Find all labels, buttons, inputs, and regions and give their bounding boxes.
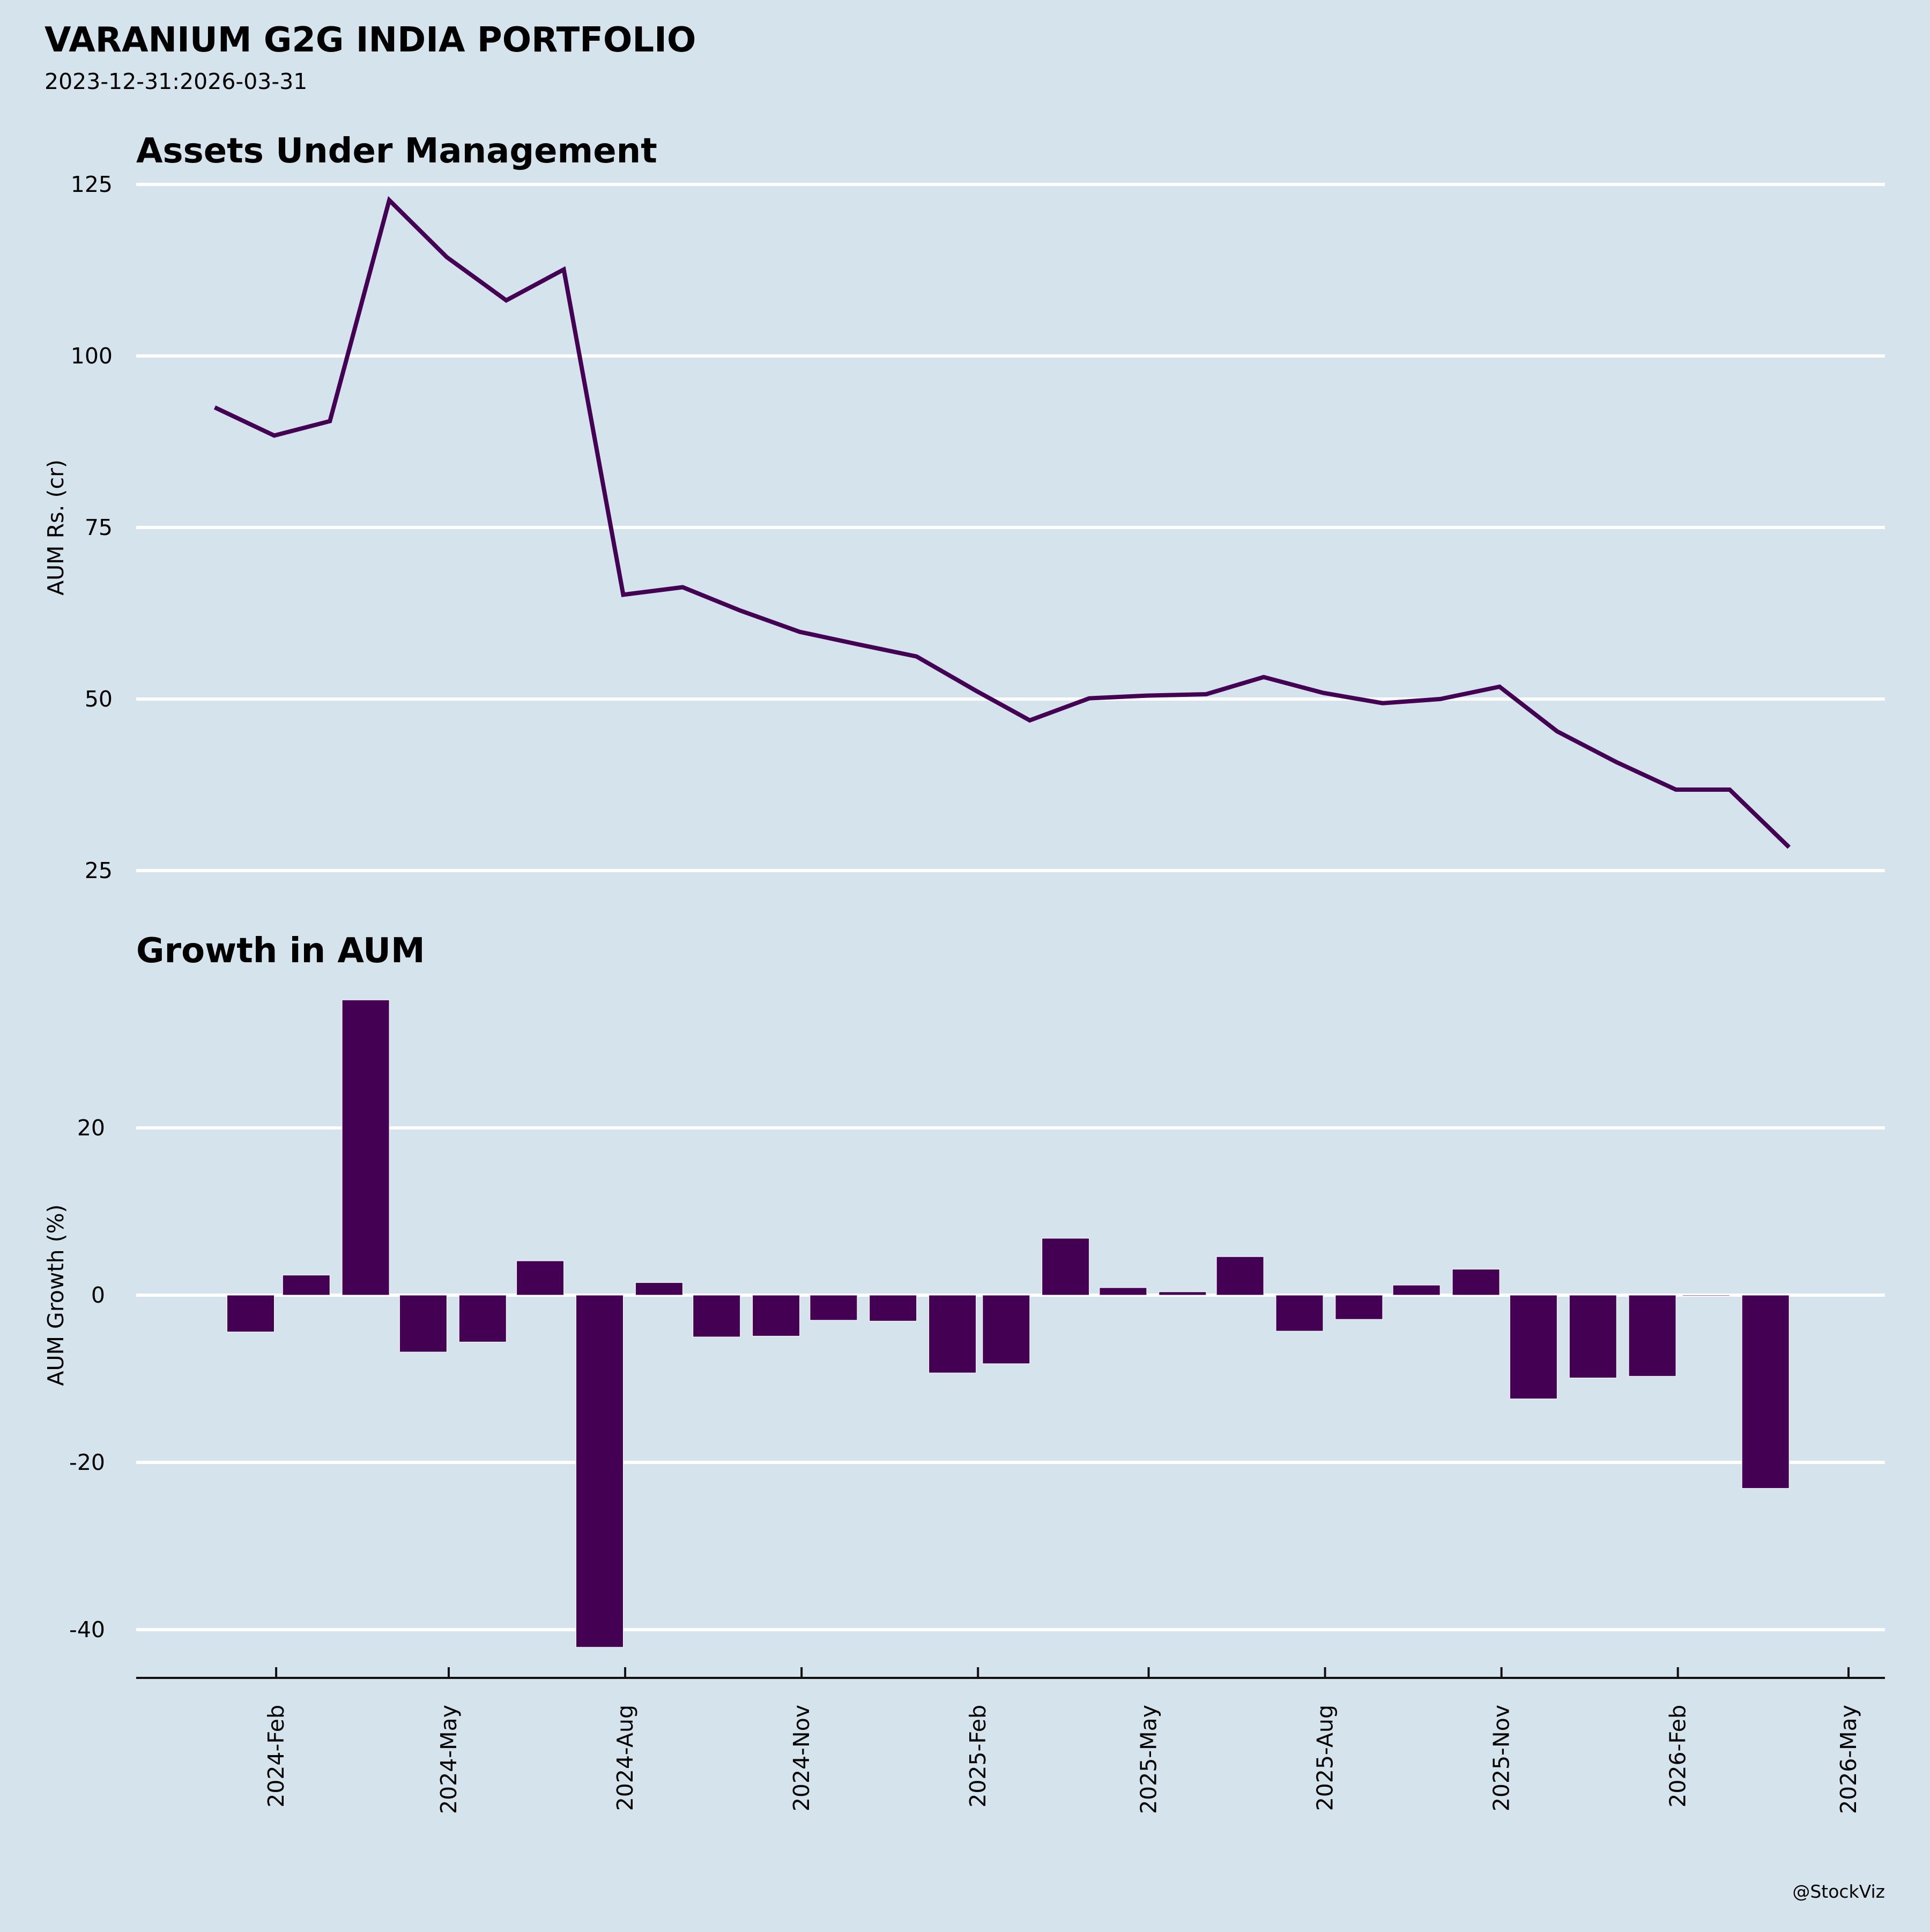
growth-bar (1392, 1284, 1441, 1296)
growth-bar (1509, 1295, 1557, 1399)
aum-y-tick-label: 50 (85, 686, 113, 712)
x-tick-label: 2024-Nov (789, 1705, 814, 1811)
growth-bar (982, 1295, 1030, 1364)
growth-bar (1159, 1291, 1207, 1296)
aum-y-axis-label: AUM Rs. (cr) (43, 459, 69, 596)
growth-panel-title: Growth in AUM (136, 931, 425, 971)
growth-bar (342, 999, 390, 1296)
growth-bars (227, 999, 1790, 1648)
x-tick-label: 2026-May (1836, 1705, 1861, 1814)
x-tick-label: 2025-Aug (1312, 1705, 1338, 1811)
growth-y-tick-label: 0 (91, 1282, 105, 1308)
growth-bar (929, 1295, 977, 1373)
growth-bar (1741, 1295, 1790, 1489)
aum-y-tick-label: 100 (71, 343, 113, 369)
growth-y-tick-labels: -40 -20 0 20 (69, 1115, 105, 1643)
growth-bar (1682, 1295, 1730, 1297)
credit-label: @StockViz (1792, 1881, 1885, 1902)
growth-bar (516, 1260, 565, 1296)
growth-bar (1628, 1295, 1676, 1377)
aum-series-line (213, 196, 1791, 849)
growth-bar (399, 1295, 447, 1353)
x-tick-label: 2025-May (1136, 1705, 1162, 1814)
growth-bar (227, 1295, 274, 1333)
aum-gridlines (136, 183, 1885, 872)
growth-y-tick-label: -40 (69, 1617, 105, 1643)
x-tick-label: 2024-Feb (263, 1705, 289, 1808)
growth-bar (1452, 1269, 1500, 1296)
figure-subtitle: 2023-12-31:2026-03-31 (44, 69, 307, 94)
aum-y-tick-labels: 25 50 75 100 125 (71, 172, 113, 883)
growth-y-tick-label: -20 (69, 1450, 105, 1475)
x-tick-label: 2025-Feb (965, 1705, 991, 1808)
growth-bar (635, 1282, 683, 1296)
x-tick-label: 2024-May (436, 1705, 462, 1814)
growth-bar (1275, 1295, 1324, 1332)
growth-bar (282, 1275, 330, 1296)
figure-title: VARANIUM G2G INDIA PORTFOLIO (44, 20, 696, 60)
growth-y-tick-label: 20 (77, 1115, 105, 1141)
x-axis-ticks: 2024-Feb 2024-May 2024-Aug 2024-Nov 2025-Feb… (263, 1667, 1861, 1814)
growth-y-axis-label: AUM Growth (%) (43, 1205, 69, 1386)
aum-y-tick-label: 25 (85, 858, 113, 883)
growth-bar (1335, 1295, 1383, 1320)
growth-bar (576, 1295, 623, 1648)
x-tick-label: 2025-Nov (1489, 1705, 1515, 1811)
growth-bar (1099, 1287, 1147, 1296)
growth-bar (1216, 1256, 1264, 1296)
growth-bar (1042, 1238, 1090, 1296)
growth-bar (810, 1295, 858, 1321)
aum-y-tick-label: 75 (85, 515, 113, 540)
growth-bar (752, 1295, 800, 1336)
growth-bar (693, 1295, 741, 1337)
aum-panel-title: Assets Under Management (136, 131, 657, 171)
growth-bar (1569, 1295, 1617, 1378)
x-tick-label: 2026-Feb (1665, 1705, 1691, 1808)
aum-y-tick-label: 125 (71, 172, 113, 197)
growth-bar (458, 1295, 507, 1342)
x-tick-label: 2024-Aug (612, 1705, 638, 1811)
growth-bar (869, 1295, 917, 1321)
